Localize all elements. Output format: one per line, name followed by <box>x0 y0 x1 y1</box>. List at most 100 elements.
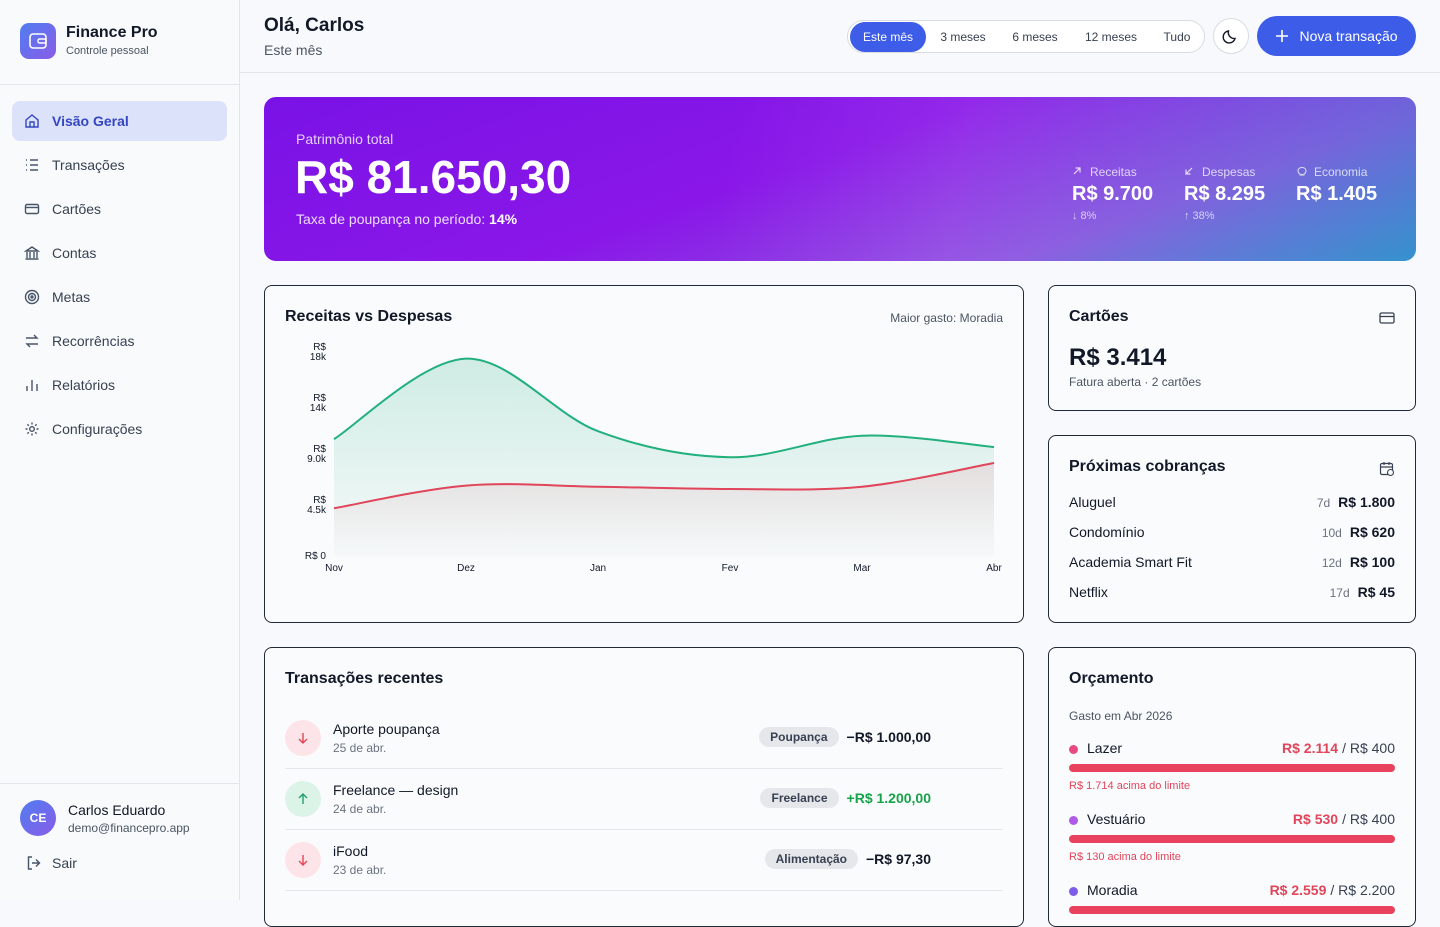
budget-bar <box>1069 835 1395 843</box>
nav-item[interactable]: Relatórios <box>12 365 227 405</box>
bill-amount: R$ 45 <box>1357 584 1395 600</box>
bill-right: 10d R$ 620 <box>1322 524 1395 540</box>
range-selector: Este mês 3 meses 6 meses 12 meses Tudo <box>847 20 1205 53</box>
tx-icon <box>285 781 321 817</box>
nav-label: Configurações <box>52 421 143 437</box>
stat-label-text: Receitas <box>1090 165 1137 179</box>
nav-label: Transações <box>52 157 125 173</box>
tx-amount: +R$ 1.200,00 <box>846 790 931 806</box>
user-name: Carlos Eduardo <box>68 802 166 818</box>
card-title: Transações recentes <box>285 670 444 687</box>
stat-label: Receitas <box>1072 165 1153 179</box>
divider <box>0 783 239 784</box>
tx-date: 24 de abr. <box>333 802 387 816</box>
bill-right: 7d R$ 1.800 <box>1317 494 1395 510</box>
stat-value: R$ 9.700 <box>1072 183 1154 205</box>
divider <box>240 72 1440 73</box>
nav-item[interactable]: Visão Geral <box>12 101 227 141</box>
budget-dot <box>1069 887 1078 896</box>
nav-label: Relatórios <box>52 377 116 393</box>
x-tick-label: Jan <box>589 563 607 574</box>
stat-change: ↑ 38% <box>1184 210 1215 222</box>
stat-label-text: Despesas <box>1202 165 1256 179</box>
bill-amount: R$ 620 <box>1349 524 1395 540</box>
bill-amount: R$ 100 <box>1349 554 1395 570</box>
hero-value: R$ 81.650,30 <box>295 151 572 203</box>
x-tick-label: Dez <box>457 563 475 574</box>
range-option[interactable]: 6 meses <box>1012 30 1058 44</box>
tx-icon <box>285 720 321 756</box>
card-icon <box>1379 312 1395 324</box>
tx-date: 25 de abr. <box>333 741 387 755</box>
bill-days: 7d <box>1316 496 1331 510</box>
range-option[interactable]: 12 meses <box>1084 30 1138 44</box>
hero-card: Patrimônio total R$ 81.650,30 Taxa de po… <box>264 97 1416 261</box>
period: Este mês <box>264 42 323 58</box>
line <box>333 357 995 459</box>
transactions-card: Transações recentes Aporte poupança 25 de… <box>264 647 1024 927</box>
nav-label: Cartões <box>52 201 102 217</box>
tx-name: Aporte poupança <box>333 721 440 737</box>
budget-dot <box>1069 816 1078 825</box>
card-title: Próximas cobranças <box>1069 458 1226 475</box>
tx-tag: Alimentação <box>764 849 858 869</box>
budget-bar <box>1069 764 1395 772</box>
nav-label: Contas <box>52 245 97 261</box>
nav-label: Visão Geral <box>52 113 129 129</box>
nav-item[interactable]: Contas <box>12 233 227 273</box>
nav-item[interactable]: Cartões <box>12 189 227 229</box>
budget-name: Vestuário <box>1087 811 1146 827</box>
nav-item[interactable]: Metas <box>12 277 227 317</box>
tx-icon <box>285 842 321 878</box>
tx-divider <box>285 768 1003 769</box>
nav-item[interactable]: Configurações <box>12 409 227 449</box>
nav-item[interactable]: Recorrências <box>12 321 227 361</box>
brand-subtitle: Controle pessoal <box>66 45 149 57</box>
bill-right: 17d R$ 45 <box>1330 584 1395 600</box>
greeting: Olá, Carlos <box>264 15 365 36</box>
divider <box>0 84 239 85</box>
tx-divider <box>285 890 1003 891</box>
card-title: Orçamento <box>1069 670 1154 687</box>
brand-logo <box>20 23 56 59</box>
tx-amount: −R$ 1.000,00 <box>846 729 931 745</box>
button-label: Nova transação <box>1299 28 1398 44</box>
x-tick-label: Mar <box>853 563 871 574</box>
calendar-icon <box>1379 462 1395 477</box>
range-option[interactable]: Este mês <box>850 22 926 52</box>
bill-days: 17d <box>1329 586 1350 600</box>
tx-right: Freelance +R$ 1.200,00 <box>760 788 931 808</box>
budget-subtitle: Gasto em Abr 2026 <box>1069 709 1173 723</box>
hero-stat: Economia R$ 1.405 <box>1296 165 1377 206</box>
cards-card: Cartões R$ 3.414 Fatura aberta · 2 cartõ… <box>1048 285 1416 411</box>
bill-name: Netflix <box>1069 584 1108 600</box>
stat-value: R$ 1.405 <box>1296 183 1378 205</box>
theme-toggle[interactable] <box>1213 18 1249 54</box>
budget-dot <box>1069 745 1078 754</box>
bill-right: 12d R$ 100 <box>1322 554 1395 570</box>
tx-tag: Poupança <box>759 727 839 747</box>
budget-spent: R$ 530 <box>1292 811 1339 827</box>
tx-amount: −R$ 97,30 <box>866 851 931 867</box>
range-option[interactable]: 3 meses <box>940 30 986 44</box>
budget-spent: R$ 2.559 <box>1269 882 1327 898</box>
area <box>334 462 994 557</box>
range-option[interactable]: Tudo <box>1163 30 1191 44</box>
bill-amount: R$ 1.800 <box>1338 494 1395 510</box>
sidebar: Finance Pro Controle pessoal Visão Geral… <box>0 0 240 900</box>
card-title: Cartões <box>1069 308 1129 325</box>
budget-limit: / R$ 2.200 <box>1330 882 1395 898</box>
cards-subtitle: Fatura aberta · 2 cartões <box>1069 375 1202 389</box>
chart-card: Receitas vs Despesas Maior gasto: Moradi… <box>264 285 1024 623</box>
new-transaction-button[interactable]: Nova transação <box>1257 16 1416 56</box>
budget-spent: R$ 2.114 <box>1282 740 1339 756</box>
stat-label: Despesas <box>1184 165 1265 179</box>
y-tick-label: R$ 0 <box>304 551 326 562</box>
budget-amounts: R$ 2.114/ R$ 400 <box>1282 740 1395 756</box>
user-email: demo@financepro.app <box>68 821 190 835</box>
budget-limit: / R$ 400 <box>1342 811 1395 827</box>
y-tick-label: R$ 18k <box>309 342 326 363</box>
nav-item[interactable]: Transações <box>12 145 227 185</box>
cards-value: R$ 3.414 <box>1069 344 1167 371</box>
logout[interactable]: Sair <box>26 855 77 871</box>
